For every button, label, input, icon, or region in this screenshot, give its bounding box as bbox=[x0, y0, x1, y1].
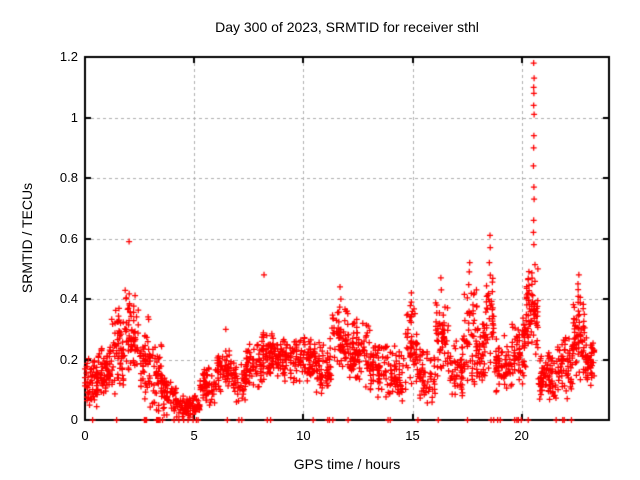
x-tick-label: 20 bbox=[514, 428, 529, 443]
y-tick-label: 0.8 bbox=[59, 170, 78, 185]
y-tick-label: 0 bbox=[70, 412, 78, 427]
y-tick-label: 0.2 bbox=[59, 351, 78, 367]
y-tick-label: 1 bbox=[70, 109, 78, 125]
x-tick-label: 15 bbox=[405, 428, 420, 443]
x-axis-label: GPS time / hours bbox=[293, 456, 401, 472]
x-tick-label: 5 bbox=[190, 428, 198, 443]
y-tick-label: 0.4 bbox=[59, 291, 78, 306]
y-tick-label: 0.6 bbox=[59, 230, 78, 246]
y-tick-label: 1.2 bbox=[59, 49, 78, 64]
chart-title: Day 300 of 2023, SRMTID for receiver sth… bbox=[215, 19, 479, 35]
x-tick-label: 10 bbox=[296, 428, 311, 443]
x-tick-label: 0 bbox=[81, 428, 89, 443]
